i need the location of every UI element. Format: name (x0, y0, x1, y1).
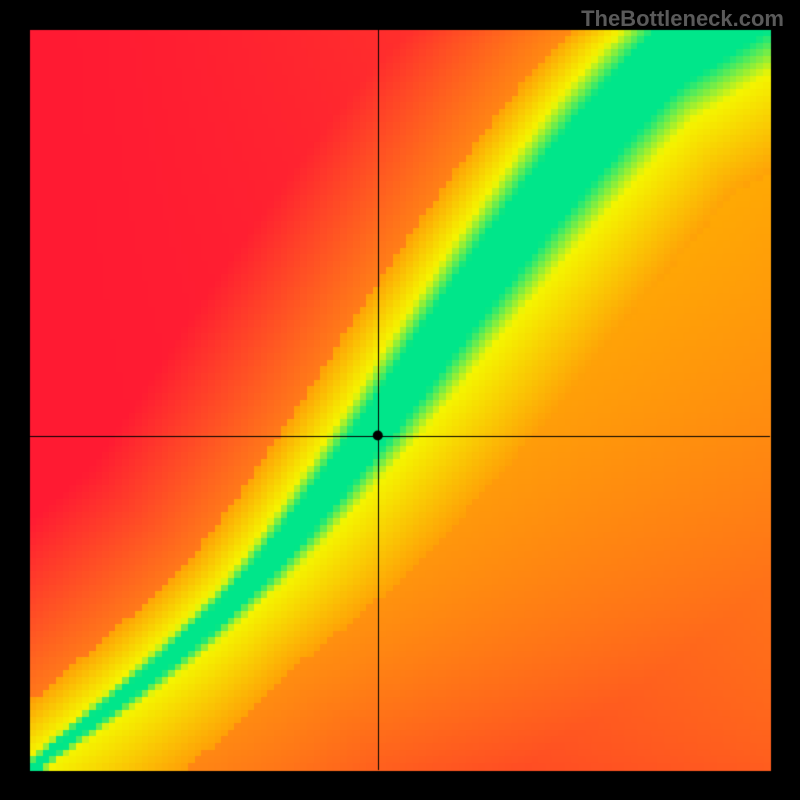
watermark-text: TheBottleneck.com (581, 6, 784, 32)
heatmap-canvas (0, 0, 800, 800)
chart-container: TheBottleneck.com (0, 0, 800, 800)
